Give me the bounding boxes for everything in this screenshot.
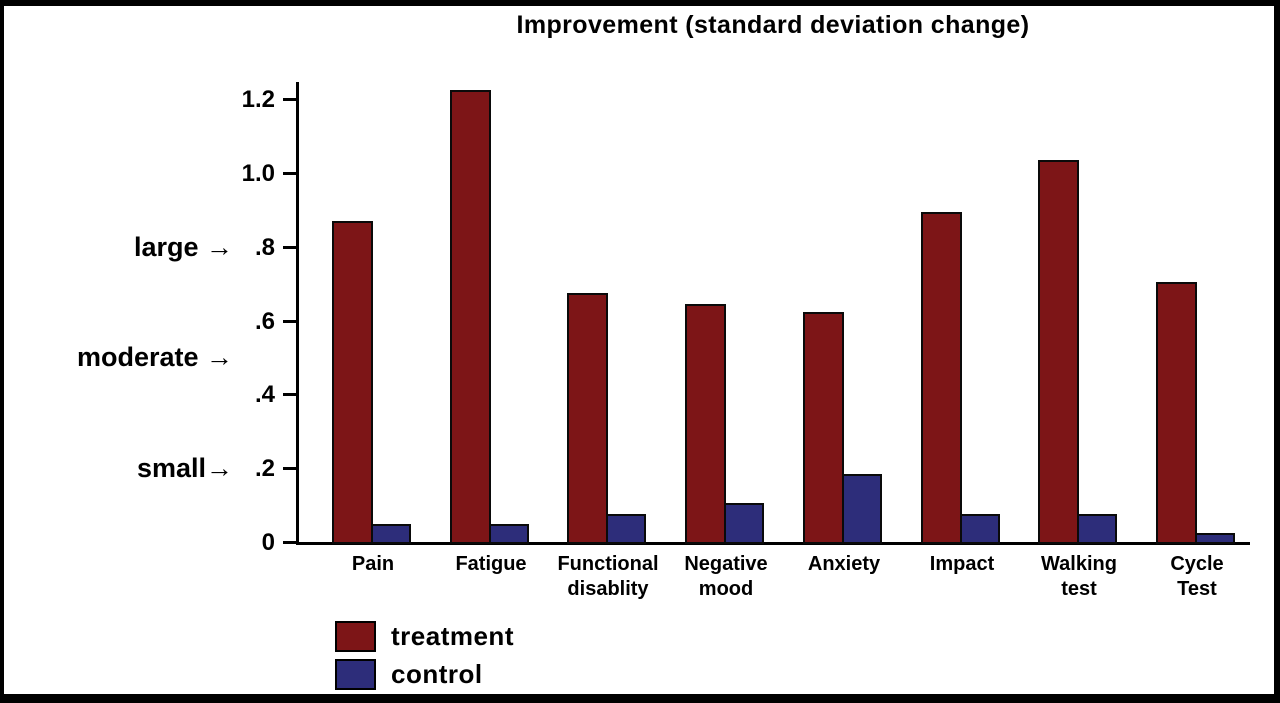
bar-treatment-pain	[332, 221, 373, 544]
bar-control-functional-disablity	[606, 514, 646, 544]
x-label-line: Fatigue	[455, 553, 527, 575]
x-label-functional-disablity: Functional disablity	[533, 552, 683, 602]
x-label-cycle-test: Cycle Test	[1122, 552, 1272, 602]
bar-control-fatigue	[489, 524, 529, 544]
bar-treatment-cycle-test	[1156, 282, 1197, 544]
x-label-anxiety: Anxiety	[769, 552, 919, 577]
x-label-line: Cycle	[1170, 553, 1224, 575]
x-axis-line	[296, 542, 1250, 545]
y-tick-label-.6: .6	[254, 308, 275, 335]
x-label-impact: Impact	[887, 552, 1037, 577]
legend-swatch-treatment	[335, 620, 376, 652]
x-label-line: Impact	[929, 553, 995, 575]
y-tick-1.0	[283, 172, 296, 175]
y-tick-.4	[283, 393, 296, 396]
x-label-line: Anxiety	[807, 553, 881, 575]
x-label-pain: Pain	[298, 552, 448, 577]
x-label-line: disablity	[567, 578, 649, 600]
x-label-negative-mood: Negative mood	[651, 552, 801, 602]
bar-treatment-fatigue	[450, 90, 491, 544]
effect-size-label-moderate: moderate →	[76, 342, 233, 372]
bar-control-walking-test	[1077, 514, 1117, 544]
x-label-line: Functional	[557, 553, 659, 575]
bar-treatment-impact	[921, 212, 962, 544]
bar-control-impact	[960, 514, 1000, 544]
bar-control-anxiety	[842, 474, 882, 544]
y-tick-1.2	[283, 98, 296, 101]
y-tick-label-.4: .4	[254, 381, 275, 408]
legend-item-treatment: treatment	[335, 617, 514, 655]
legend-item-control: control	[335, 655, 514, 693]
y-tick-label-1.2: 1.2	[241, 86, 275, 113]
y-tick-label-1.0: 1.0	[241, 160, 275, 187]
x-label-line: test	[1061, 578, 1097, 600]
bar-control-cycle-test	[1195, 533, 1235, 544]
legend-swatch-control	[335, 658, 376, 690]
y-axis-line	[296, 82, 299, 545]
y-tick-label-0: 0	[261, 529, 275, 556]
bar-treatment-negative-mood	[685, 304, 726, 544]
x-label-line: mood	[698, 578, 754, 600]
y-tick-label-.8: .8	[254, 234, 275, 261]
y-tick-0	[283, 541, 296, 544]
effect-size-label-small: small→	[136, 453, 233, 483]
x-label-line: Pain	[351, 553, 395, 575]
y-tick-.6	[283, 320, 296, 323]
legend-label-treatment: treatment	[391, 620, 514, 651]
x-label-line: Test	[1177, 578, 1217, 600]
bar-treatment-anxiety	[803, 312, 844, 544]
y-tick-.2	[283, 467, 296, 470]
x-label-walking-test: Walking test	[1004, 552, 1154, 602]
legend: treatment control	[335, 617, 514, 693]
x-label-line: Negative	[684, 553, 768, 575]
bar-control-pain	[371, 524, 411, 544]
bar-treatment-functional-disablity	[567, 293, 608, 544]
bar-control-negative-mood	[724, 503, 764, 544]
y-tick-.8	[283, 246, 296, 249]
chart-title: Improvement (standard deviation change)	[516, 11, 1030, 39]
legend-label-control: control	[391, 658, 483, 689]
effect-size-label-large: large →	[133, 232, 233, 262]
y-tick-label-.2: .2	[254, 455, 275, 482]
x-label-fatigue: Fatigue	[416, 552, 566, 577]
x-label-line: Walking	[1041, 553, 1117, 575]
bar-treatment-walking-test	[1038, 160, 1079, 544]
